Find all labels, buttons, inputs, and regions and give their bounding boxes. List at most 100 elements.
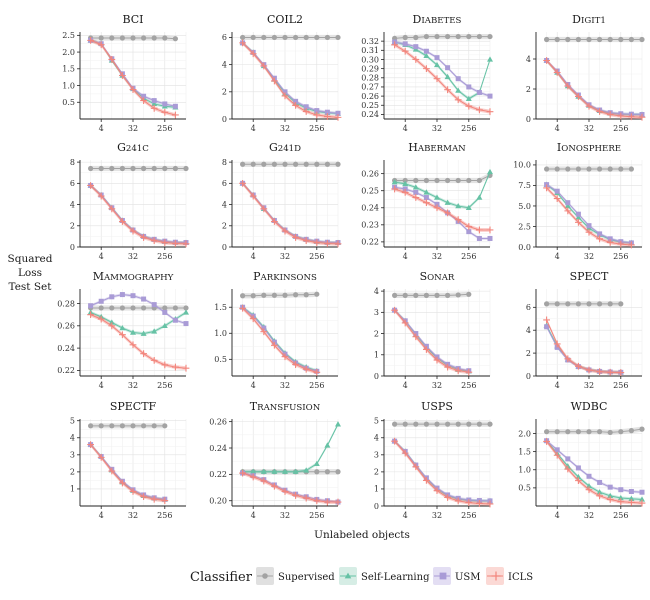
point-usm [575,211,581,217]
point-icls [628,241,635,249]
legend-item-icls: ICLS [486,567,533,585]
legend-label-usm: USM [455,572,481,583]
series-supervised [392,421,493,427]
point-icls [313,111,321,119]
legend-item-supervised: Supervised [256,567,335,585]
point-icls [596,492,603,500]
y-tick-label: 0.24 [57,344,75,353]
band-icls [242,181,338,246]
point-icls [454,96,462,104]
point-supervised [109,423,115,429]
point-supervised [586,429,592,435]
y-tick-label: 2 [374,468,379,477]
x-tick-label: 32 [128,252,138,261]
point-supervised [586,36,592,43]
point-self-learning [465,95,472,102]
point-supervised [487,421,493,427]
y-tick-label: 0.24 [209,444,227,453]
x-tick-label: 4 [99,381,104,390]
point-supervised [324,469,330,475]
point-supervised [303,292,309,298]
point-usm [586,223,592,229]
point-self-learning [575,473,582,480]
point-icls [433,356,441,364]
point-supervised [628,36,635,43]
x-tick-label: 32 [280,511,290,520]
point-supervised [88,165,94,172]
line-icls [90,185,187,245]
point-supervised [314,291,320,297]
point-supervised [402,34,408,41]
point-usm [586,473,592,479]
point-supervised [445,421,451,427]
point-usm [554,344,560,350]
point-icls [596,108,603,115]
point-icls [423,65,430,73]
legend-marker-usm [439,572,447,580]
point-supervised [293,161,299,167]
series-icls [87,441,169,504]
point-icls [433,75,441,83]
y-tick-label: 2 [70,468,75,477]
y-tick-label: 4 [374,434,379,443]
point-icls [182,364,190,372]
point-supervised [240,293,246,299]
point-icls [324,498,331,506]
point-supervised [335,161,341,167]
point-icls [150,104,158,112]
point-icls [292,234,299,241]
y-tick-label: 4 [70,200,75,209]
gridlines [79,32,187,119]
point-supervised [402,292,408,298]
point-icls [172,111,179,119]
point-supervised [466,291,472,297]
point-icls [553,69,561,76]
panel-title: COIL2 [267,13,303,26]
point-self-learning [292,468,299,474]
point-icls [182,240,190,248]
point-icls [271,218,278,225]
point-icls [444,209,451,217]
point-supervised [466,421,472,427]
line-self-learning [394,171,491,209]
point-icls [564,207,572,215]
point-supervised [554,36,560,43]
point-icls [324,240,331,247]
point-supervised [628,166,635,172]
point-supervised [119,165,125,172]
series-usm [392,307,472,374]
point-icls [585,228,593,236]
point-supervised [314,34,320,41]
series-supervised [240,291,320,299]
point-self-learning [423,52,430,59]
point-icls [433,204,441,212]
y-tick-label: 6 [526,303,531,312]
series-icls [391,185,494,234]
point-self-learning [487,56,493,62]
y-tick-label: 0 [222,115,227,124]
point-supervised [314,469,320,475]
point-usm [141,296,147,302]
point-supervised [639,426,645,432]
point-icls [617,112,625,120]
point-supervised [162,165,168,172]
y-tick-label: 6 [70,179,75,188]
y-tick-label: 7.5 [518,181,531,190]
point-supervised [162,305,168,311]
point-icls [401,319,409,327]
gridlines [383,289,491,377]
series-usm [544,438,645,495]
point-icls [412,56,420,63]
point-icls [271,482,278,490]
point-icls [108,467,116,475]
band-self-learning [242,181,338,245]
point-supervised [607,429,613,436]
series-usm [240,304,320,374]
point-supervised [250,34,256,41]
y-tick-label: 2.5 [518,222,531,231]
point-icls [454,497,462,505]
line-usm [394,41,491,97]
band-icls [394,42,490,114]
point-icls [465,368,473,376]
point-icls [465,499,473,506]
